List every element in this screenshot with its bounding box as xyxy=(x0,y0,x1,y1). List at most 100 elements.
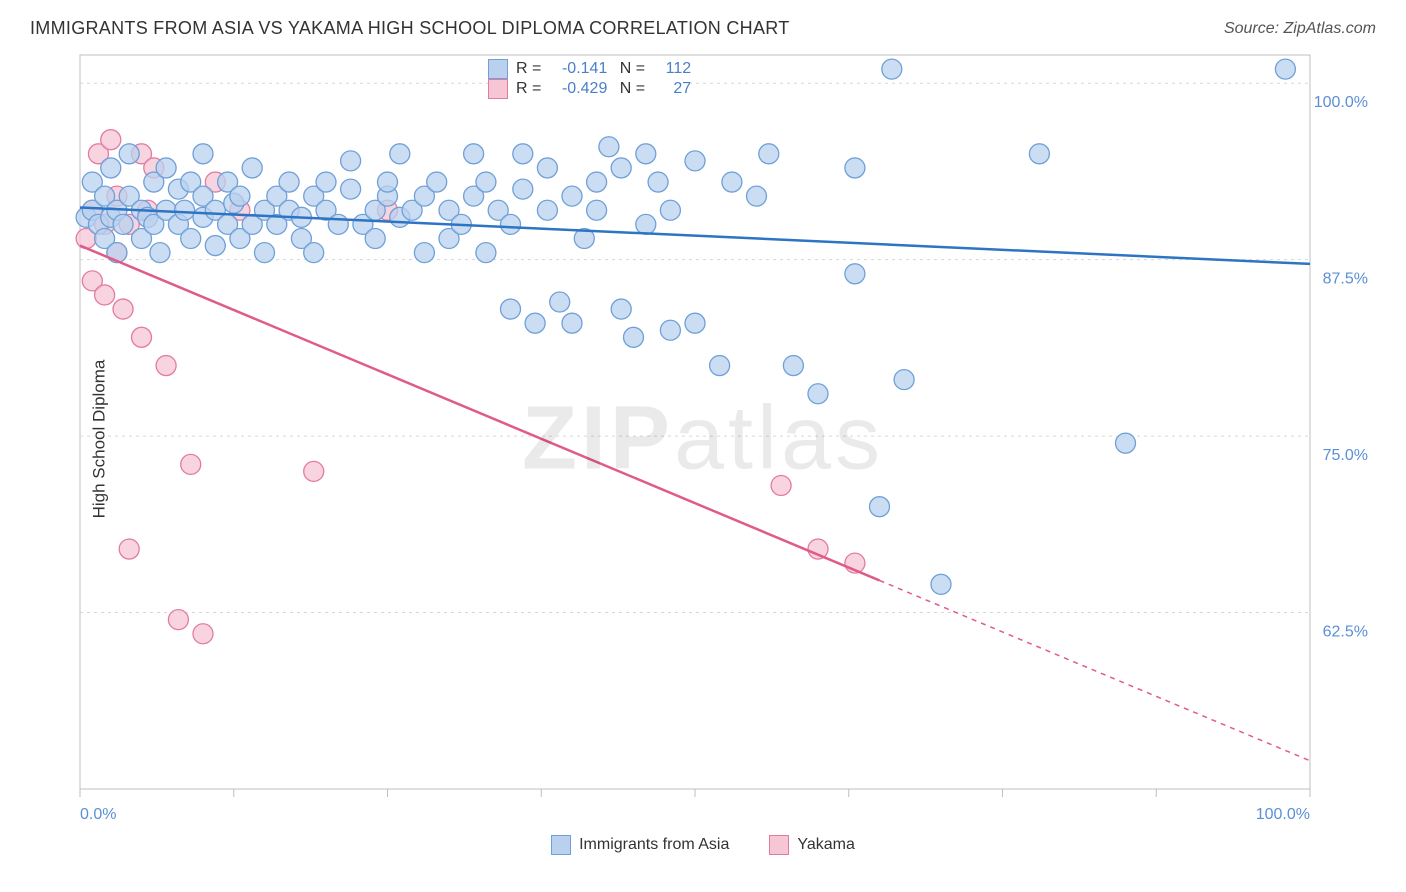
scatter-point xyxy=(476,243,496,263)
scatter-point xyxy=(931,574,951,594)
scatter-point xyxy=(242,158,262,178)
svg-text:62.5%: 62.5% xyxy=(1323,624,1368,641)
scatter-point xyxy=(845,158,865,178)
scatter-point xyxy=(181,454,201,474)
scatter-point xyxy=(205,236,225,256)
scatter-point xyxy=(150,243,170,263)
y-axis-label: High School Diploma xyxy=(89,360,109,519)
scatter-point xyxy=(132,327,152,347)
trend-line-dashed xyxy=(880,580,1311,760)
scatter-point xyxy=(636,214,656,234)
bottom-legend: Immigrants from Asia Yakama xyxy=(0,829,1406,855)
legend-swatch xyxy=(488,59,508,79)
scatter-point xyxy=(513,179,533,199)
scatter-point xyxy=(95,285,115,305)
legend-item: Yakama xyxy=(769,835,855,855)
legend-swatch xyxy=(769,835,789,855)
scatter-point xyxy=(119,144,139,164)
scatter-point xyxy=(513,144,533,164)
svg-text:100.0%: 100.0% xyxy=(1256,806,1310,823)
scatter-point xyxy=(175,200,195,220)
scatter-point xyxy=(101,158,121,178)
scatter-point xyxy=(870,497,890,517)
scatter-point xyxy=(562,186,582,206)
scatter-point xyxy=(525,313,545,333)
scatter-point xyxy=(783,356,803,376)
scatter-point xyxy=(771,476,791,496)
scatter-point xyxy=(476,172,496,192)
scatter-point xyxy=(722,172,742,192)
scatter-point xyxy=(464,144,484,164)
stats-row: R = -0.429 N = 27 xyxy=(488,79,691,99)
scatter-point xyxy=(168,610,188,630)
n-value: 27 xyxy=(653,80,691,98)
svg-text:87.5%: 87.5% xyxy=(1323,271,1368,288)
scatter-point xyxy=(427,172,447,192)
scatter-point xyxy=(107,243,127,263)
scatter-point xyxy=(660,200,680,220)
scatter-point xyxy=(537,158,557,178)
scatter-point xyxy=(341,151,361,171)
svg-text:100.0%: 100.0% xyxy=(1314,94,1368,111)
scatter-point xyxy=(414,243,434,263)
scatter-point xyxy=(304,243,324,263)
scatter-point xyxy=(562,313,582,333)
scatter-point xyxy=(378,172,398,192)
n-label: N = xyxy=(615,80,645,98)
svg-text:75.0%: 75.0% xyxy=(1323,447,1368,464)
scatter-point xyxy=(611,158,631,178)
scatter-point xyxy=(894,370,914,390)
scatter-point xyxy=(279,172,299,192)
scatter-point xyxy=(501,299,521,319)
scatter-point xyxy=(808,384,828,404)
scatter-point xyxy=(181,229,201,249)
scatter-point xyxy=(193,144,213,164)
scatter-point xyxy=(685,151,705,171)
r-value: -0.429 xyxy=(549,80,607,98)
scatter-point xyxy=(685,313,705,333)
scatter-point xyxy=(316,172,336,192)
n-label: N = xyxy=(615,60,645,78)
scatter-point xyxy=(328,214,348,234)
legend-label: Yakama xyxy=(797,836,855,854)
scatter-point xyxy=(624,327,644,347)
scatter-point xyxy=(193,624,213,644)
scatter-point xyxy=(587,200,607,220)
scatter-point xyxy=(113,299,133,319)
scatter-point xyxy=(113,214,133,234)
scatter-point xyxy=(501,214,521,234)
scatter-point xyxy=(390,144,410,164)
scatter-point xyxy=(636,144,656,164)
stats-row: R =-0.141 N =112 xyxy=(488,59,691,79)
scatter-point xyxy=(882,59,902,79)
trend-line-solid xyxy=(80,246,880,581)
stats-legend-box: R =-0.141 N =112R =-0.429 N =27 xyxy=(488,59,691,99)
scatter-point xyxy=(255,243,275,263)
source-label: Source: ZipAtlas.com xyxy=(1224,20,1376,38)
scatter-point xyxy=(1275,59,1295,79)
svg-text:0.0%: 0.0% xyxy=(80,806,116,823)
scatter-point xyxy=(230,186,250,206)
scatter-point xyxy=(759,144,779,164)
r-label: R = xyxy=(516,80,541,98)
scatter-point xyxy=(365,229,385,249)
scatter-point xyxy=(611,299,631,319)
scatter-point xyxy=(537,200,557,220)
scatter-point xyxy=(1116,433,1136,453)
legend-item: Immigrants from Asia xyxy=(551,835,729,855)
scatter-point xyxy=(660,320,680,340)
scatter-point xyxy=(599,137,619,157)
chart-title: IMMIGRANTS FROM ASIA VS YAKAMA HIGH SCHO… xyxy=(30,18,790,39)
n-value: 112 xyxy=(653,60,691,78)
scatter-point xyxy=(710,356,730,376)
scatter-point xyxy=(119,539,139,559)
legend-label: Immigrants from Asia xyxy=(579,836,729,854)
scatter-point xyxy=(648,172,668,192)
scatter-point xyxy=(101,130,121,150)
scatter-chart: 100.0% 87.5% 75.0% 62.5% 0.0% 100.0% xyxy=(30,49,1376,829)
scatter-point xyxy=(156,356,176,376)
scatter-point xyxy=(1029,144,1049,164)
legend-swatch xyxy=(488,79,508,99)
r-label: R = xyxy=(516,60,541,78)
legend-swatch xyxy=(551,835,571,855)
